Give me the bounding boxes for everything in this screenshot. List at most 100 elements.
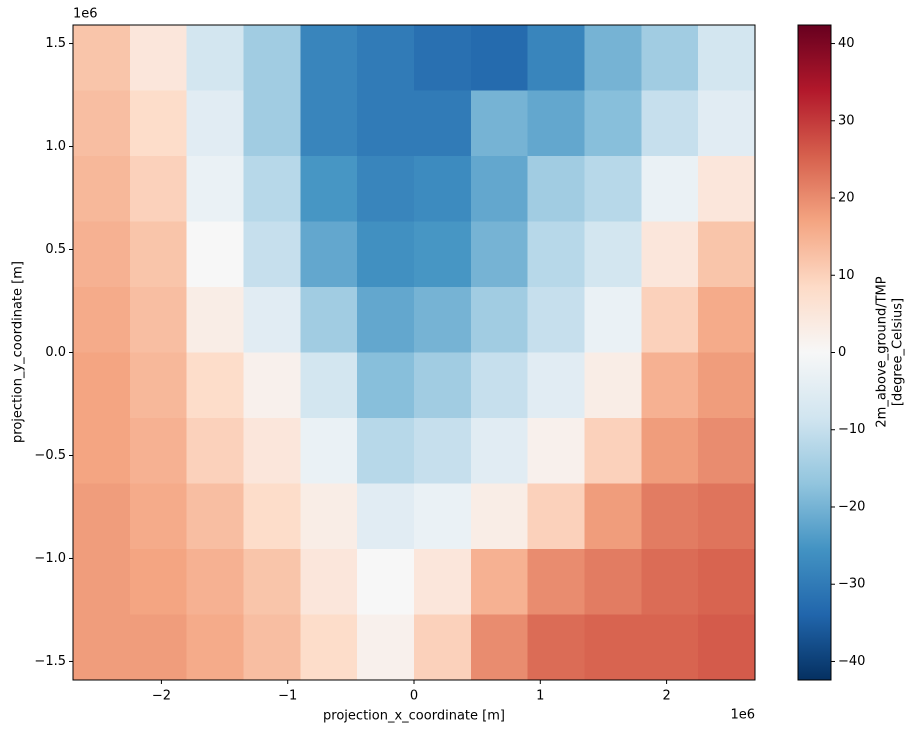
y-tick-label: −1.5 xyxy=(34,654,66,669)
heatmap-cell xyxy=(584,418,642,485)
heatmap-cell xyxy=(129,418,188,485)
heatmap-cell xyxy=(357,25,415,92)
heatmap-cell xyxy=(357,90,415,157)
heatmap-cell xyxy=(414,614,472,681)
heatmap-cell xyxy=(186,418,245,485)
heatmap-cell xyxy=(300,156,358,223)
colorbar-tick-label: −30 xyxy=(838,577,865,592)
heatmap-cell xyxy=(527,287,586,354)
heatmap-cell xyxy=(470,549,529,616)
heatmap-cell xyxy=(470,614,529,681)
y-tick-label: 1.5 xyxy=(45,36,66,51)
heatmap-cell xyxy=(243,221,301,288)
colorbar-tick-label: −10 xyxy=(838,422,865,437)
heatmap-cell xyxy=(129,549,188,616)
heatmap-cell xyxy=(243,614,301,681)
heatmap-cell xyxy=(129,614,188,681)
heatmap-cell xyxy=(186,483,245,550)
colorbar-tick-label: 40 xyxy=(838,36,855,51)
colorbar-label: 2m_above_ground/TMP xyxy=(875,276,890,427)
heatmap-cell xyxy=(357,614,415,681)
x-tick-label: −1 xyxy=(278,689,297,704)
heatmap-cell xyxy=(527,221,586,288)
heatmap-cell xyxy=(186,352,245,419)
heatmap-cell xyxy=(470,352,529,419)
heatmap-cell xyxy=(186,287,245,354)
x-tick-label: 2 xyxy=(662,689,670,704)
heatmap-cell xyxy=(698,352,756,419)
heatmap-cell xyxy=(641,352,699,419)
heatmap-cell xyxy=(414,287,472,354)
heatmap-cell xyxy=(300,90,358,157)
heatmap-cell xyxy=(243,156,301,223)
heatmap-cell xyxy=(470,287,529,354)
heatmap-cell xyxy=(470,483,529,550)
heatmap-cell xyxy=(186,90,245,157)
heatmap-cell xyxy=(470,25,529,92)
heatmap-cell xyxy=(584,287,642,354)
heatmap-cell xyxy=(73,614,131,681)
colorbar-tick-label: 30 xyxy=(838,113,855,128)
heatmap-cell xyxy=(73,25,131,92)
heatmap-cell xyxy=(243,418,301,485)
heatmap-cell xyxy=(300,483,358,550)
heatmap-cell xyxy=(243,90,301,157)
heatmap-cell xyxy=(527,483,586,550)
heatmap-cell xyxy=(698,287,756,354)
heatmap-cell xyxy=(414,90,472,157)
y-tick-label: 0.5 xyxy=(45,242,66,257)
heatmap-cell xyxy=(584,90,642,157)
heatmap-cell xyxy=(300,418,358,485)
heatmap-cell xyxy=(698,483,756,550)
heatmap-cell xyxy=(73,221,131,288)
y-tick-label: 1.0 xyxy=(45,139,66,154)
heatmap-cell xyxy=(300,549,358,616)
heatmap-cell xyxy=(186,549,245,616)
heatmap-cell xyxy=(641,287,699,354)
heatmap-cell xyxy=(357,549,415,616)
heatmap-cell xyxy=(129,25,188,92)
y-tick-label: −0.5 xyxy=(34,448,66,463)
heatmap-cell xyxy=(414,483,472,550)
heatmap-cell xyxy=(414,25,472,92)
heatmap-cell xyxy=(698,418,756,485)
heatmap-cell xyxy=(414,156,472,223)
colorbar-tick-label: 20 xyxy=(838,191,855,206)
heatmap-cell xyxy=(641,25,699,92)
colorbar-tick-label: −40 xyxy=(838,654,865,669)
heatmap-cell xyxy=(243,352,301,419)
heatmap-cell xyxy=(527,418,586,485)
heatmap-cell xyxy=(357,352,415,419)
heatmap-cell xyxy=(641,418,699,485)
heatmap-cell xyxy=(300,221,358,288)
heatmap-cell xyxy=(129,156,188,223)
heatmap-cell xyxy=(641,156,699,223)
y-offset-label: 1e6 xyxy=(73,7,98,22)
heatmap-cell xyxy=(414,549,472,616)
heatmap-cell xyxy=(641,549,699,616)
colorbar xyxy=(797,24,832,681)
heatmap-cell xyxy=(527,25,586,92)
heatmap-cell xyxy=(527,352,586,419)
heatmap-cell xyxy=(470,221,529,288)
heatmap-cell xyxy=(243,287,301,354)
x-tick-label: 0 xyxy=(410,689,418,704)
x-offset-label: 1e6 xyxy=(730,708,755,723)
x-tick-label: 1 xyxy=(536,689,544,704)
heatmap-cell xyxy=(584,614,642,681)
heatmap-cell xyxy=(129,90,188,157)
heatmap-cell xyxy=(186,221,245,288)
heatmap-cell xyxy=(414,352,472,419)
heatmap-cell xyxy=(73,549,131,616)
heatmap-cell xyxy=(527,614,586,681)
colorbar-tick-label: −20 xyxy=(838,499,865,514)
heatmap-cell xyxy=(414,418,472,485)
heatmap-cell xyxy=(300,25,358,92)
heatmap-cell xyxy=(641,90,699,157)
heatmap-cell xyxy=(300,352,358,419)
heatmap-cell xyxy=(73,287,131,354)
heatmap-cell xyxy=(357,221,415,288)
y-tick-label: −1.0 xyxy=(34,551,66,566)
heatmap-cell xyxy=(584,221,642,288)
